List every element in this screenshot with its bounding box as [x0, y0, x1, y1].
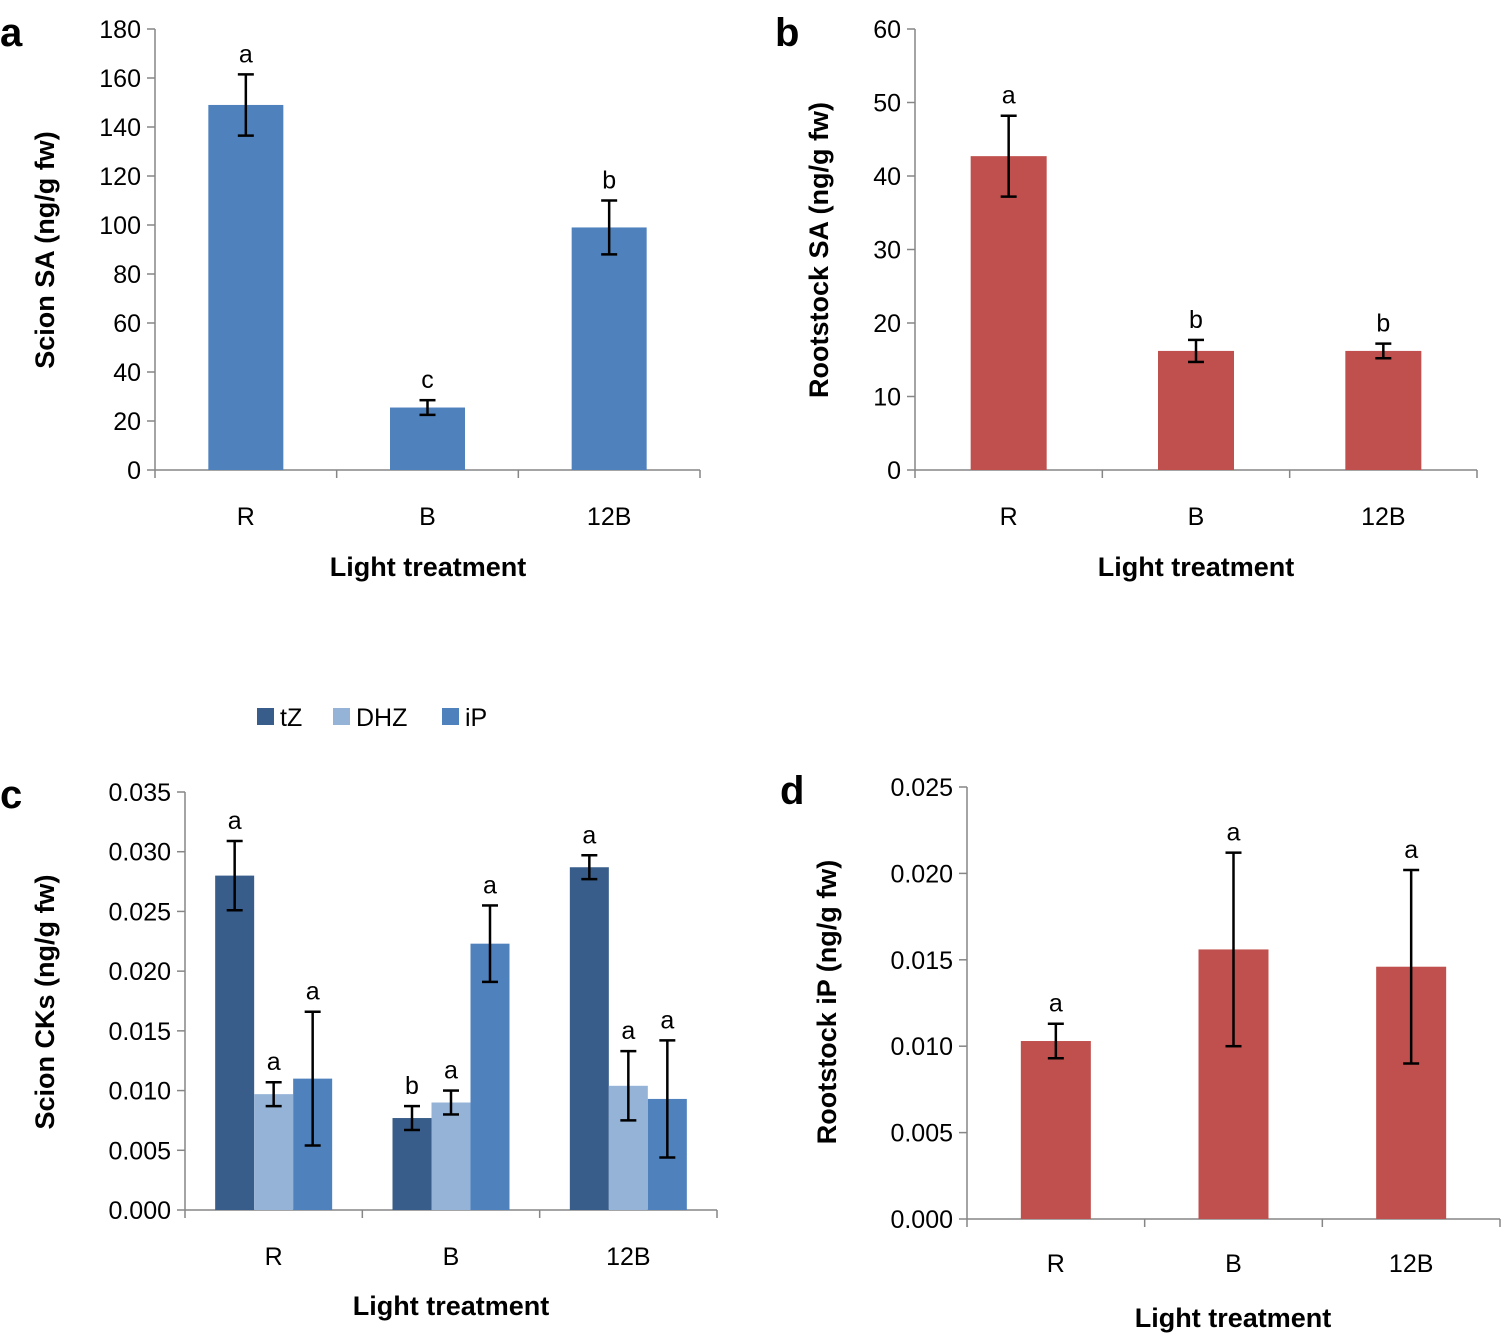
bar [390, 407, 465, 470]
bar [431, 1102, 471, 1210]
bar [208, 104, 284, 470]
x-tick-label: B [1225, 1250, 1242, 1278]
panel-a: a Light treatment Scion SA (ng/g fw) 0 20… [0, 11, 701, 582]
bar [970, 156, 1047, 470]
y-tick-label: 40 [113, 359, 141, 387]
y-tick-label: 60 [113, 310, 141, 338]
panel-d: d Light treatment Rootstock iP (ng/g fw)… [780, 769, 1501, 1333]
legend-label-tz: tZ [280, 704, 302, 732]
significance-letter: a [239, 40, 253, 68]
x-tick-label: 12B [1361, 503, 1405, 531]
y-tick-label: 160 [99, 65, 141, 93]
x-axis-title: Light treatment [330, 552, 527, 582]
bar [392, 1118, 432, 1210]
y-tick-label: 180 [99, 16, 141, 44]
y-tick-label: 140 [99, 114, 141, 142]
panel-letter-a: a [0, 11, 23, 55]
y-tick-label: 30 [873, 237, 901, 265]
bar [1345, 350, 1422, 470]
x-tick-label: 12B [1389, 1250, 1433, 1278]
y-tick-label: 0.015 [890, 947, 953, 975]
significance-letter: a [444, 1057, 458, 1085]
y-axis-title: Rootstock iP (ng/g fw) [812, 860, 842, 1145]
panel-letter-d: d [780, 769, 804, 813]
y-tick-label: 0.035 [108, 779, 171, 807]
y-tick-label: 0 [887, 457, 901, 485]
y-tick-label: 10 [873, 384, 901, 412]
significance-letter: a [582, 821, 596, 849]
significance-letter: a [1002, 82, 1016, 110]
bar [470, 943, 510, 1210]
legend-label-dhz: DHZ [356, 704, 407, 732]
panel-letter-c: c [0, 773, 22, 817]
x-axis-title: Light treatment [353, 1291, 550, 1321]
y-tick-label: 20 [873, 310, 901, 338]
y-tick-label: 0.025 [108, 898, 171, 926]
x-tick-label: 12B [606, 1243, 650, 1271]
bar [254, 1094, 294, 1210]
x-tick-label: 12B [587, 503, 631, 531]
significance-letter: a [1227, 819, 1241, 847]
y-tick-label: 0 [127, 457, 141, 485]
significance-letter: a [1049, 990, 1063, 1018]
bar [571, 227, 647, 470]
x-tick-label: B [419, 503, 436, 531]
x-axis-title: Light treatment [1135, 1303, 1332, 1333]
y-tick-label: 0.010 [108, 1078, 171, 1106]
y-tick-label: 0.025 [890, 774, 953, 802]
x-axis-title: Light treatment [1098, 552, 1295, 582]
bar [1020, 1041, 1091, 1219]
y-tick-label: 0.000 [108, 1197, 171, 1225]
significance-letter: a [660, 1006, 674, 1034]
significance-letter: a [1404, 836, 1418, 864]
panel-b: b Light treatment Rootstock SA (ng/g fw)… [775, 11, 1478, 582]
y-tick-label: 0.000 [890, 1206, 953, 1234]
legend-swatch-ip [442, 708, 459, 725]
bar [215, 875, 255, 1210]
significance-letter: b [1189, 306, 1203, 334]
y-tick-label: 0.010 [890, 1033, 953, 1061]
x-tick-label: R [1047, 1250, 1065, 1278]
legend: tZ DHZ iP [257, 704, 487, 732]
significance-letter: b [405, 1072, 419, 1100]
significance-letter: b [1376, 310, 1390, 338]
significance-letter: a [306, 978, 320, 1006]
y-tick-label: 0.005 [108, 1137, 171, 1165]
bar [1158, 350, 1234, 470]
x-tick-label: B [443, 1243, 460, 1271]
y-tick-label: 20 [113, 408, 141, 436]
y-tick-label: 0.020 [890, 860, 953, 888]
y-tick-label: 60 [873, 16, 901, 44]
y-axis-title: Scion CKs (ng/g fw) [30, 875, 60, 1130]
y-axis-title: Scion SA (ng/g fw) [30, 131, 60, 368]
panel-c: c Light treatment Scion CKs (ng/g fw) tZ… [0, 704, 718, 1321]
y-tick-label: 50 [873, 90, 901, 118]
significance-letter: a [267, 1048, 281, 1076]
bar [569, 867, 609, 1210]
y-tick-label: 80 [113, 261, 141, 289]
y-tick-label: 40 [873, 163, 901, 191]
significance-letter: a [621, 1017, 635, 1045]
x-tick-label: R [1000, 503, 1018, 531]
y-tick-label: 100 [99, 212, 141, 240]
x-tick-label: B [1188, 503, 1205, 531]
legend-label-ip: iP [465, 704, 487, 732]
y-tick-label: 120 [99, 163, 141, 191]
panel-letter-b: b [775, 11, 799, 55]
y-tick-label: 0.030 [108, 839, 171, 867]
y-axis-title: Rootstock SA (ng/g fw) [804, 102, 834, 398]
significance-letter: a [483, 871, 497, 899]
y-tick-label: 0.020 [108, 958, 171, 986]
significance-letter: b [602, 167, 616, 195]
legend-swatch-tz [257, 708, 274, 725]
x-tick-label: R [237, 503, 255, 531]
significance-letter: a [228, 807, 242, 835]
x-tick-label: R [265, 1243, 283, 1271]
legend-swatch-dhz [333, 708, 350, 725]
y-tick-label: 0.005 [890, 1120, 953, 1148]
significance-letter: c [421, 366, 434, 394]
y-tick-label: 0.015 [108, 1018, 171, 1046]
